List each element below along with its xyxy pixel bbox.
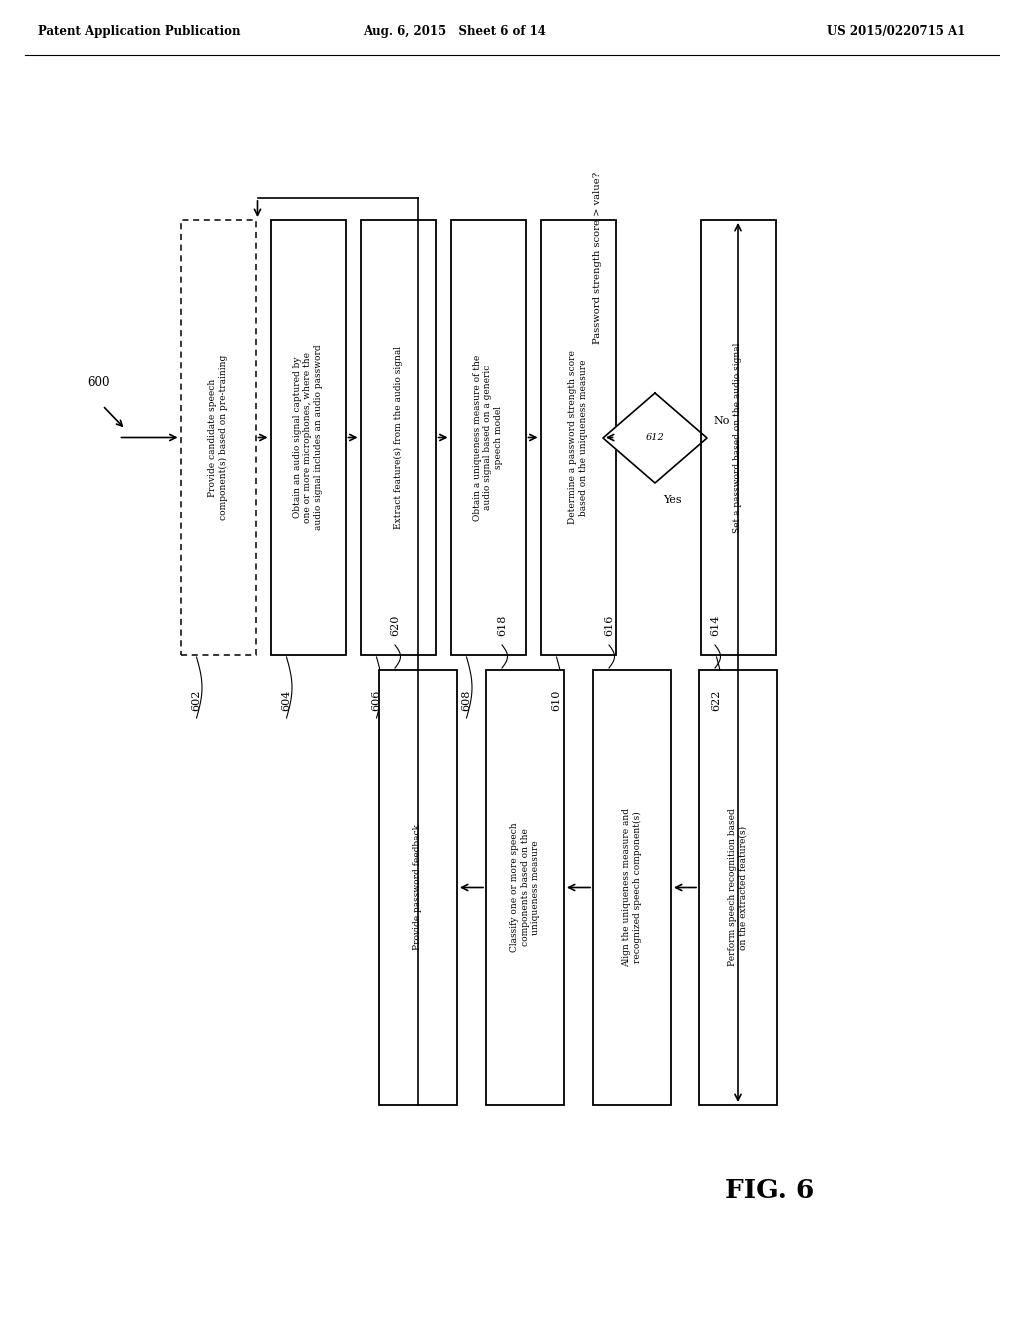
- Text: Aug. 6, 2015   Sheet 6 of 14: Aug. 6, 2015 Sheet 6 of 14: [364, 25, 547, 38]
- Text: Yes: Yes: [663, 495, 682, 506]
- Bar: [593, 671, 671, 1105]
- Text: Obtain an audio signal captured by
one or more microphones, where the
audio sign: Obtain an audio signal captured by one o…: [293, 345, 323, 531]
- Text: 600: 600: [87, 376, 110, 389]
- Text: 606: 606: [372, 689, 382, 710]
- Text: Extract feature(s) from the audio signal: Extract feature(s) from the audio signal: [393, 346, 402, 529]
- Text: Provide candidate speech
component(s) based on pre-training: Provide candidate speech component(s) ba…: [208, 355, 227, 520]
- Bar: [486, 671, 564, 1105]
- Text: Set a password based on the audio signal: Set a password based on the audio signal: [733, 342, 742, 533]
- Polygon shape: [603, 393, 707, 483]
- Text: No: No: [713, 416, 729, 426]
- Text: Classify one or more speech
components based on the
uniqueness measure: Classify one or more speech components b…: [510, 822, 540, 952]
- Text: 612: 612: [645, 433, 665, 442]
- Text: Obtain a uniqueness measure of the
audio signal based on a generic
speech model: Obtain a uniqueness measure of the audio…: [473, 354, 503, 520]
- Text: 614: 614: [710, 614, 720, 636]
- Bar: [451, 220, 525, 655]
- Text: 622: 622: [712, 689, 722, 710]
- Bar: [379, 671, 457, 1105]
- Bar: [270, 220, 345, 655]
- Bar: [180, 220, 256, 655]
- Text: 610: 610: [552, 689, 561, 710]
- Text: Password strength score > value?: Password strength score > value?: [594, 172, 602, 345]
- Bar: [700, 220, 775, 655]
- Text: Provide password feedback: Provide password feedback: [414, 825, 423, 950]
- Text: Patent Application Publication: Patent Application Publication: [38, 25, 241, 38]
- Text: 602: 602: [191, 689, 202, 710]
- Text: Perform speech recognition based
on the extracted feature(s): Perform speech recognition based on the …: [728, 809, 748, 966]
- Bar: [699, 671, 777, 1105]
- Text: 618: 618: [497, 614, 507, 636]
- Bar: [360, 220, 435, 655]
- Text: 620: 620: [390, 614, 400, 636]
- Text: Align the uniqueness measure and
recognized speech component(s): Align the uniqueness measure and recogni…: [623, 808, 642, 968]
- Text: Determine a password strength score
based on the uniqueness measure: Determine a password strength score base…: [568, 351, 588, 524]
- Text: 604: 604: [282, 689, 292, 710]
- Text: 608: 608: [462, 689, 471, 710]
- Bar: [541, 220, 615, 655]
- Text: US 2015/0220715 A1: US 2015/0220715 A1: [826, 25, 965, 38]
- Text: 616: 616: [604, 614, 614, 636]
- Text: FIG. 6: FIG. 6: [725, 1177, 815, 1203]
